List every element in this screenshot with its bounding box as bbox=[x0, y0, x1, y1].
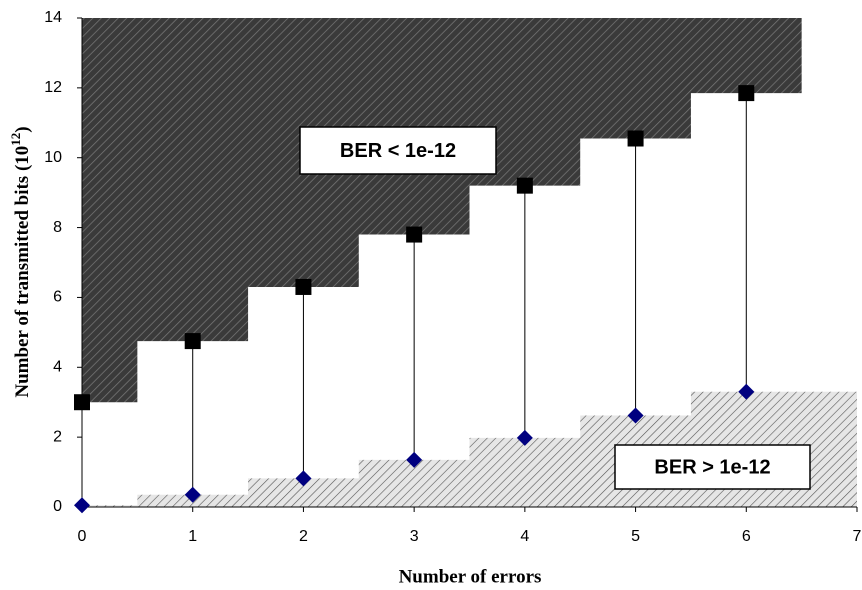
x-tick-label: 2 bbox=[299, 528, 308, 545]
x-tick-label: 5 bbox=[631, 528, 640, 545]
annotation: BER > 1e-12 bbox=[654, 456, 770, 478]
y-tick-label: 4 bbox=[53, 359, 62, 376]
y-tick-label: 12 bbox=[44, 79, 62, 96]
y-axis-title-suffix: ) bbox=[12, 126, 33, 132]
annotation: BER < 1e-12 bbox=[340, 140, 456, 162]
x-tick-label: 7 bbox=[853, 528, 862, 545]
y-tick-label: 6 bbox=[53, 289, 62, 306]
diamond-marker bbox=[516, 429, 533, 446]
square-marker bbox=[184, 333, 201, 350]
y-tick-label: 8 bbox=[53, 219, 62, 236]
diamond-marker bbox=[295, 470, 312, 487]
annotation-box bbox=[614, 444, 811, 490]
diamond-marker bbox=[406, 451, 423, 468]
square-marker bbox=[295, 278, 312, 295]
x-tick-label: 1 bbox=[188, 528, 197, 545]
y-tick-label: 0 bbox=[53, 498, 62, 515]
square-marker bbox=[738, 85, 755, 102]
y-axis-title: Number of transmitted bits (1012) bbox=[8, 126, 33, 397]
diamond-marker bbox=[184, 486, 201, 503]
square-marker bbox=[627, 130, 644, 147]
y-tick-label: 14 bbox=[44, 9, 62, 26]
x-tick-label: 0 bbox=[78, 528, 87, 545]
y-axis-title-superscript: 12 bbox=[8, 133, 23, 146]
square-marker bbox=[516, 177, 533, 194]
upper-region bbox=[82, 18, 802, 403]
square-marker bbox=[406, 226, 423, 243]
y-axis-title-text: Number of transmitted bits (10 bbox=[12, 146, 33, 398]
diamond-marker bbox=[74, 497, 90, 514]
y-tick-label: 2 bbox=[53, 428, 62, 445]
square-marker bbox=[74, 394, 90, 411]
x-tick-label: 3 bbox=[410, 528, 419, 545]
y-tick-label: 10 bbox=[44, 149, 62, 166]
annotation-box bbox=[299, 126, 497, 175]
x-tick-label: 4 bbox=[520, 528, 529, 545]
diamond-marker bbox=[738, 383, 755, 400]
x-tick-label: 6 bbox=[742, 528, 751, 545]
x-axis-title: Number of errors bbox=[399, 566, 542, 587]
diamond-marker bbox=[627, 407, 644, 424]
